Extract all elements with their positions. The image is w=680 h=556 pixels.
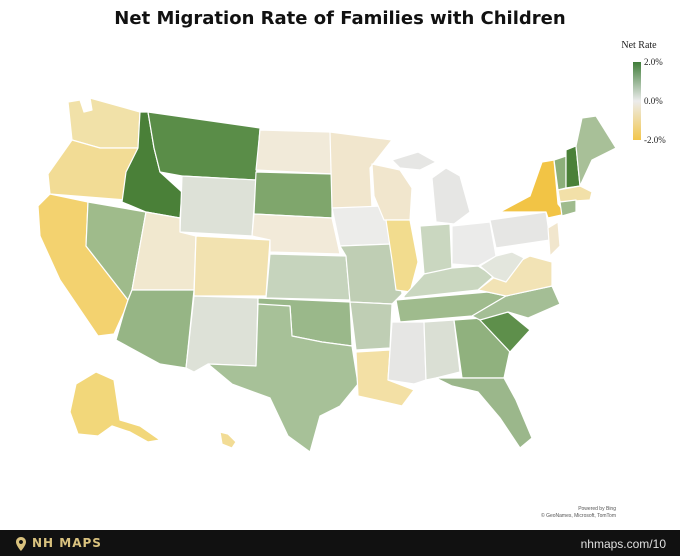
brand[interactable]: NH MAPS bbox=[16, 536, 102, 551]
state-new-mexico bbox=[185, 295, 259, 373]
state-indiana bbox=[419, 223, 453, 275]
state-michigan bbox=[431, 167, 471, 225]
state-michigan-up bbox=[391, 151, 437, 171]
state-minnesota bbox=[329, 131, 393, 209]
state-wyoming bbox=[179, 175, 257, 237]
state-colorado bbox=[193, 235, 271, 297]
credit-powered-by: Powered by Bing bbox=[578, 506, 616, 512]
state-connecticut bbox=[559, 199, 577, 217]
state-alabama bbox=[423, 319, 461, 381]
state-washington bbox=[67, 97, 141, 149]
state-massachusetts bbox=[557, 185, 593, 203]
state-new-jersey bbox=[547, 221, 561, 257]
legend-mid-label: 0.0% bbox=[644, 96, 663, 106]
state-arkansas bbox=[349, 301, 393, 351]
map-pin-icon bbox=[16, 536, 26, 551]
state-montana bbox=[147, 111, 261, 181]
state-nebraska bbox=[251, 213, 341, 255]
state-south-dakota bbox=[253, 171, 333, 219]
state-texas bbox=[207, 303, 359, 453]
state-pennsylvania bbox=[489, 211, 551, 249]
state-west-virginia bbox=[479, 251, 525, 283]
state-ohio bbox=[451, 221, 497, 267]
legend-title: Net Rate bbox=[621, 40, 657, 51]
state-arizona bbox=[115, 289, 195, 369]
state-new-york bbox=[499, 159, 567, 219]
credit-attribution: © GeoNames, Microsoft, TomTom bbox=[541, 513, 616, 519]
brand-name: NH MAPS bbox=[32, 536, 102, 550]
legend-color-scale bbox=[633, 62, 641, 140]
state-mississippi bbox=[387, 321, 427, 385]
footer-bar: NH MAPS nhmaps.com/10 bbox=[0, 530, 680, 556]
us-states-map bbox=[37, 97, 617, 453]
state-kansas bbox=[265, 253, 351, 301]
state-florida bbox=[435, 377, 533, 449]
map-title: Net Migration Rate of Families with Chil… bbox=[114, 8, 566, 29]
state-hawaii bbox=[219, 431, 237, 449]
legend-min-label: -2.0% bbox=[644, 135, 666, 145]
legend-max-label: 2.0% bbox=[644, 57, 663, 67]
state-alaska bbox=[69, 371, 161, 443]
state-north-dakota bbox=[255, 129, 333, 175]
source-url-link[interactable]: nhmaps.com/10 bbox=[580, 537, 666, 551]
state-maine bbox=[575, 115, 617, 187]
